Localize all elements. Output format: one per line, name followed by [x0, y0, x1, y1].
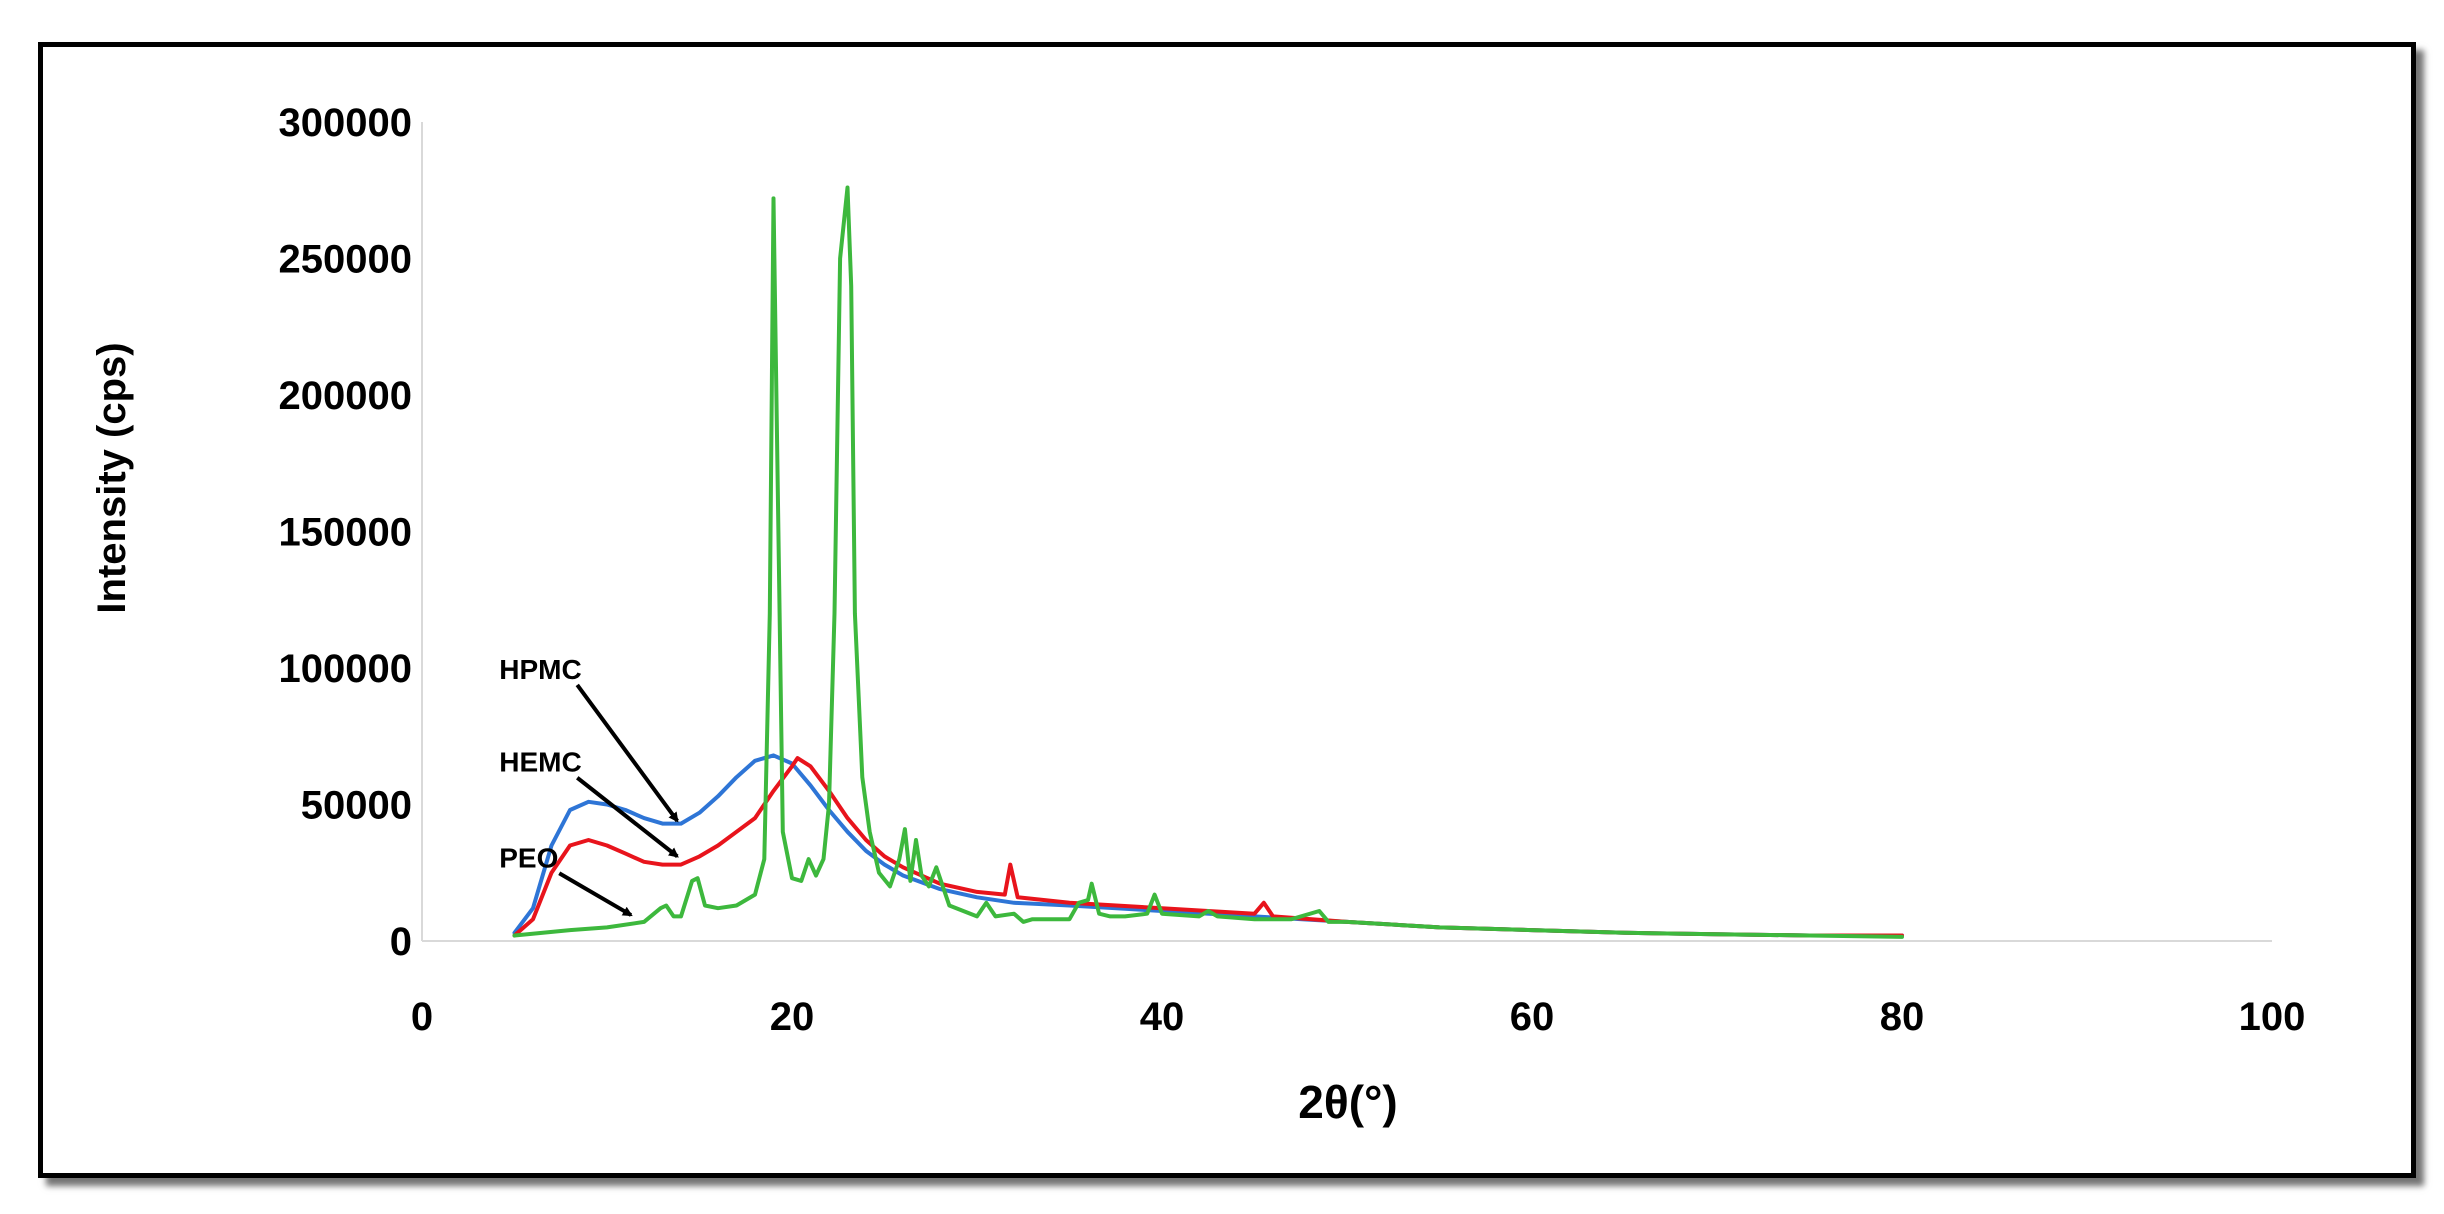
x-tick-label: 100: [2239, 995, 2306, 1039]
annotation-arrow-hpmc: [575, 683, 679, 823]
x-axis-title: 2θ(°): [1298, 1076, 1397, 1128]
y-tick-label: 200000: [279, 374, 412, 418]
x-tick-label: 80: [1880, 995, 1925, 1039]
y-tick-label: 50000: [301, 784, 412, 828]
x-tick-label: 60: [1510, 995, 1555, 1039]
annotation-arrow-hemc: [576, 776, 679, 858]
x-tick-label: 20: [770, 995, 815, 1039]
annotation-label-peo: PEO: [499, 842, 558, 873]
y-tick-label: 100000: [279, 647, 412, 691]
x-tick-label: 0: [411, 995, 433, 1039]
y-tick-label: 300000: [279, 101, 412, 145]
annotation-layer: HPMC HEMC PEO: [499, 654, 679, 917]
series-line-hemc: [512, 756, 1904, 938]
y-tick-label: 0: [390, 920, 412, 964]
annotation-label-hpmc: HPMC: [499, 654, 581, 685]
x-tick-label: 40: [1140, 995, 1185, 1039]
y-axis-title: Intensity (cps): [90, 342, 134, 613]
y-tick-label: 250000: [279, 238, 412, 282]
annotation-arrow-peo: [558, 871, 633, 917]
annotation-label-hemc: HEMC: [499, 747, 581, 778]
chart-frame: [38, 42, 2416, 1178]
x-tick-labels: 0 20 40 60 80 100: [411, 995, 2306, 1039]
y-tick-labels: 0 50000 100000 150000 200000 250000 300000: [279, 101, 412, 964]
series-layer: [512, 185, 1904, 939]
y-tick-label: 150000: [279, 511, 412, 555]
series-line-peo: [512, 185, 1904, 939]
